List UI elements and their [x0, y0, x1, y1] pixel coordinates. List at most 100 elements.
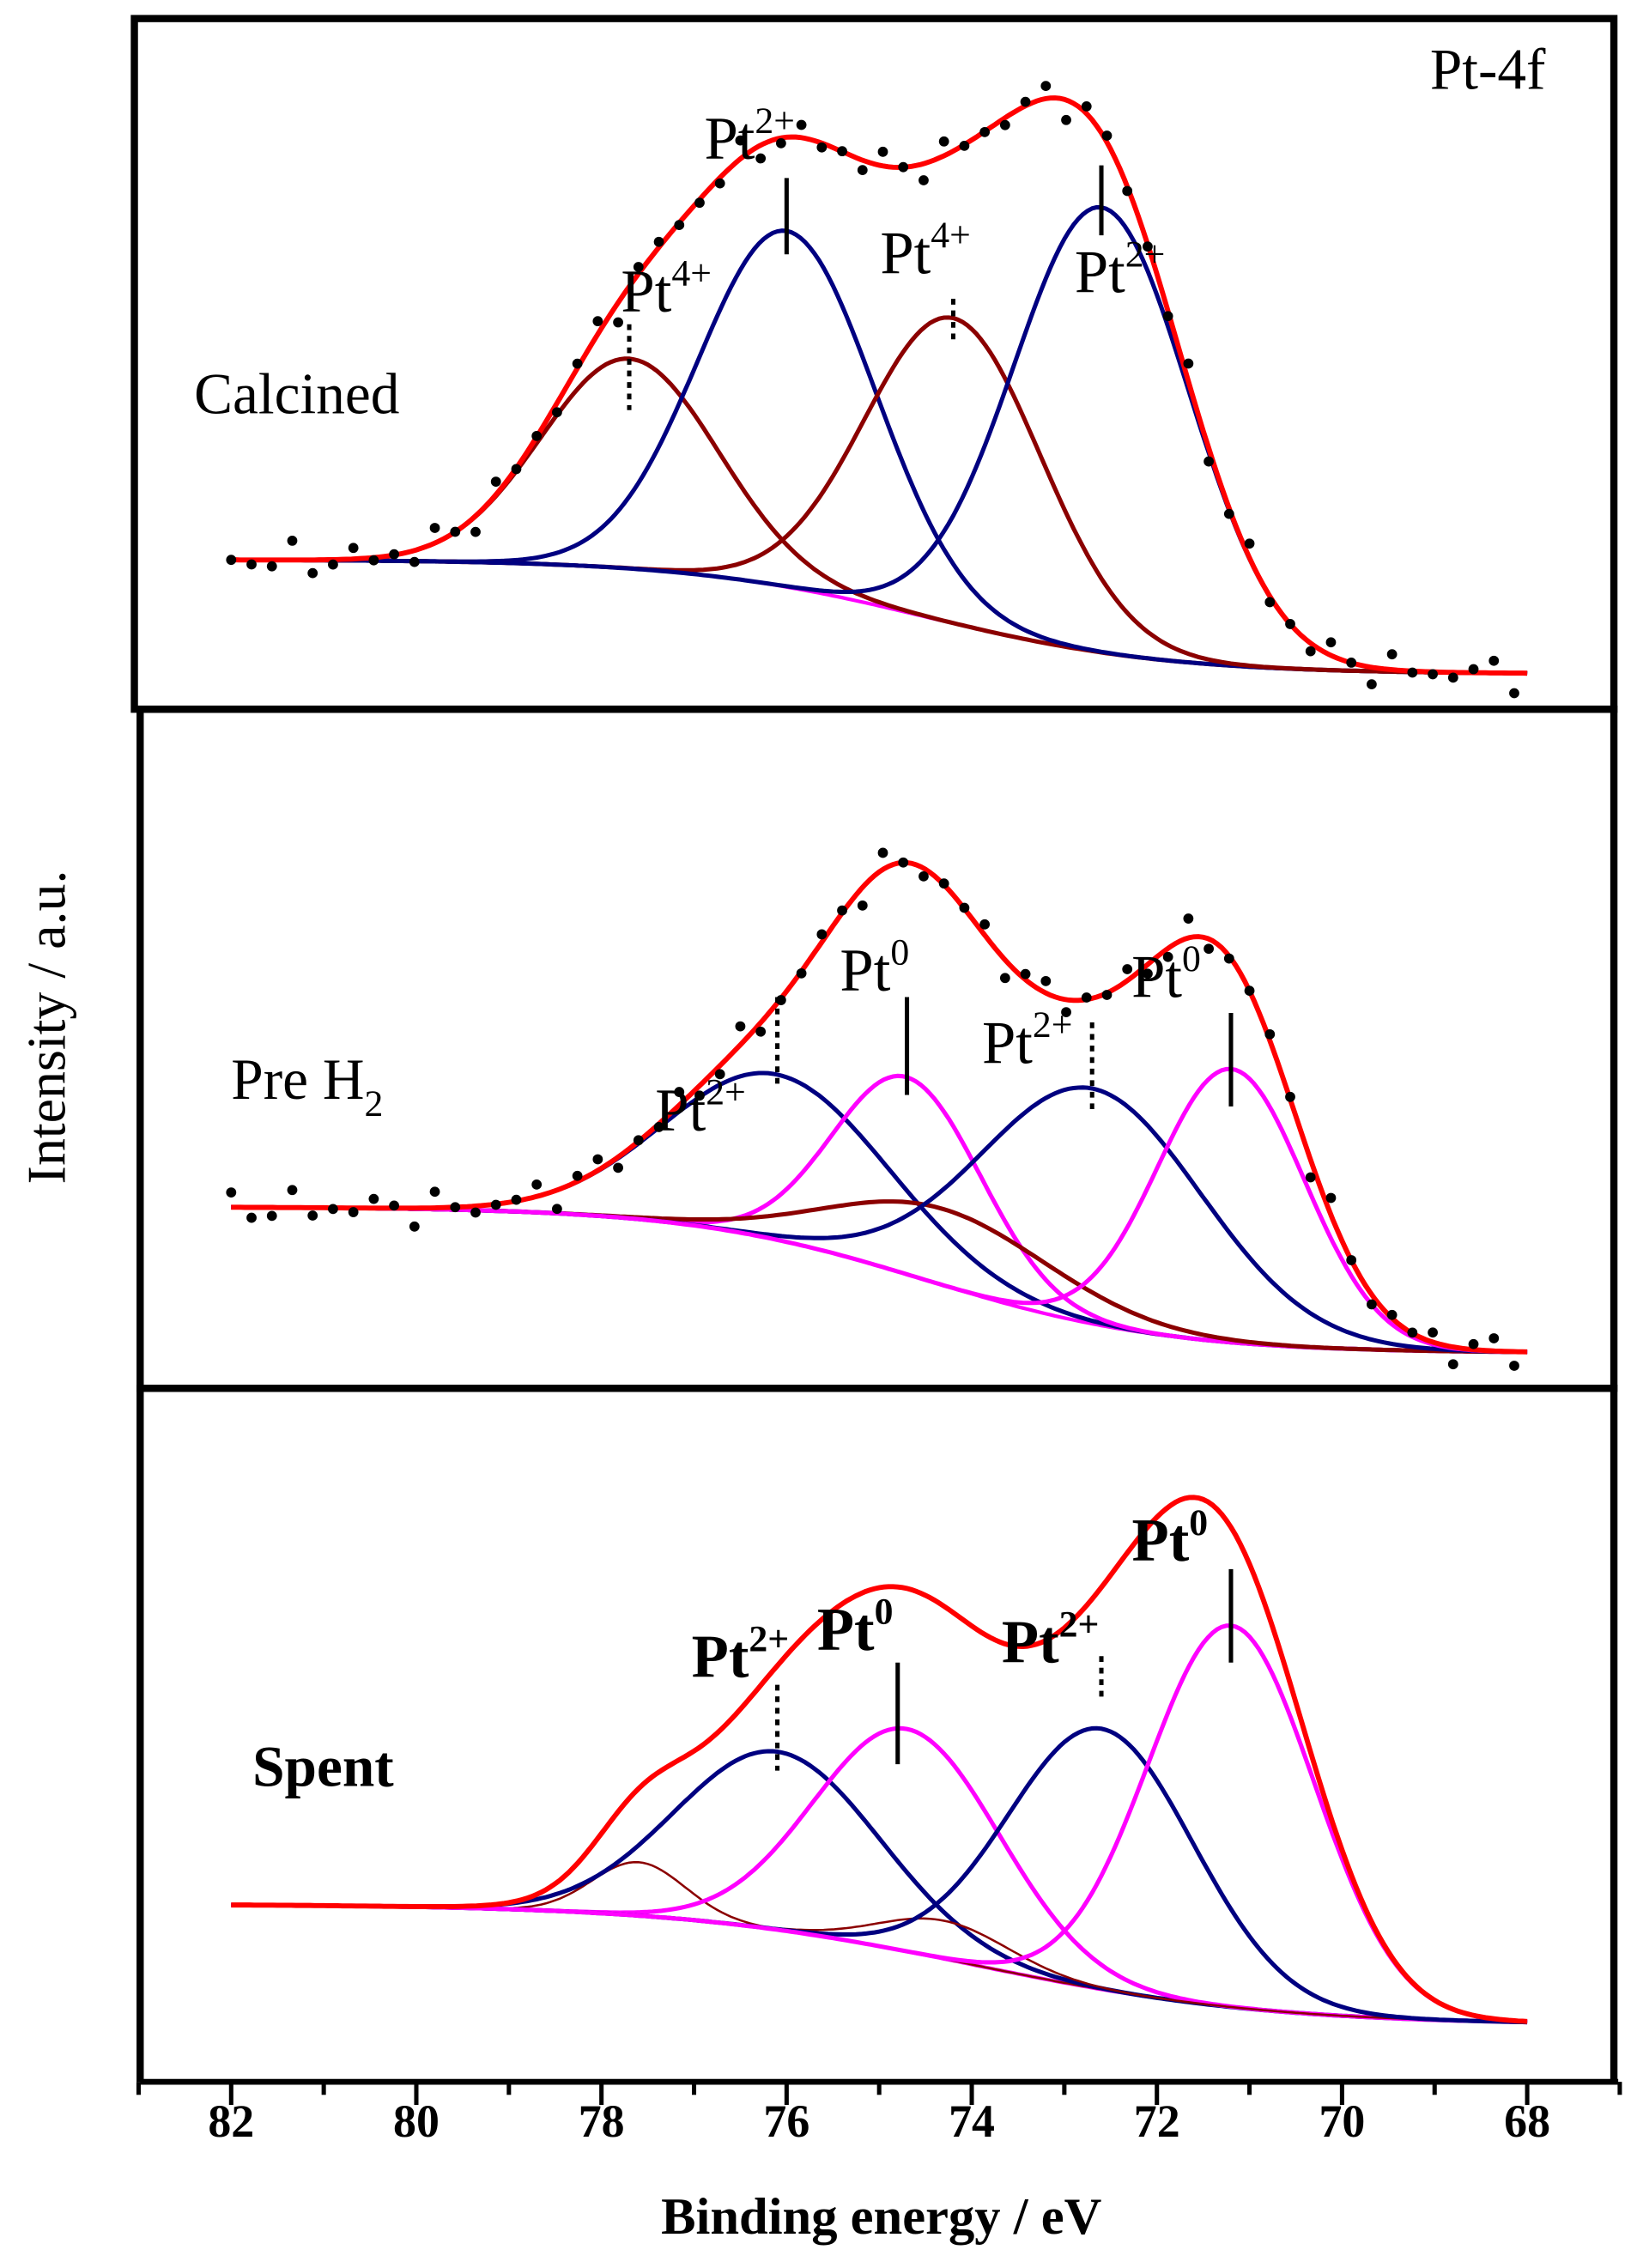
peak-label-oxidation-state: 2+ [1033, 1004, 1073, 1046]
experimental-point [1223, 508, 1234, 519]
peak-label: Pt2+ [704, 100, 795, 173]
component-peak-Pt2plus [231, 1725, 1528, 2025]
experimental-point [328, 559, 338, 570]
experimental-point [1285, 619, 1295, 629]
experimental-point [1101, 990, 1113, 1000]
peak-label-oxidation-state: 2+ [706, 1072, 746, 1113]
peak-label: Pt0 [840, 932, 909, 1004]
experimental-point [1407, 667, 1418, 678]
experimental-point [919, 175, 929, 185]
experimental-point [1447, 1359, 1458, 1370]
experimental-point [979, 126, 991, 137]
peak-label: Pt4+ [621, 253, 712, 325]
peak-label-base: Pt [817, 1597, 875, 1664]
experimental-point [674, 220, 685, 231]
experimental-point [1367, 1299, 1377, 1310]
envelope-fit-line [231, 95, 1528, 676]
experimental-point [1305, 1172, 1316, 1183]
experimental-point [348, 1207, 359, 1217]
experimental-point [755, 153, 767, 164]
experimental-point [1061, 114, 1071, 125]
peak-label-oxidation-state: 2+ [1125, 233, 1166, 275]
experimental-point [1122, 964, 1133, 974]
peak-label-oxidation-state: 2+ [755, 100, 795, 142]
experimental-point [1244, 985, 1255, 997]
envelope-fit-line [231, 1495, 1528, 2024]
panel-label-subscript: 2 [364, 1083, 383, 1125]
panel-label: Pt-4f [1430, 38, 1546, 102]
x-axis-label: Binding energy / eV [661, 2188, 1102, 2246]
experimental-point [857, 900, 868, 911]
experimental-point [1040, 975, 1052, 986]
experimental-point [572, 1170, 583, 1181]
panel-label: Spent [252, 1734, 394, 1798]
experimental-point [999, 119, 1010, 130]
experimental-point [328, 1204, 338, 1215]
experimental-point [307, 567, 318, 579]
experimental-point [796, 967, 807, 979]
panel-spent-frame [136, 1385, 1618, 2083]
x-tick-label: 78 [579, 2095, 625, 2147]
component-peak-Pt0 [231, 1725, 1528, 2025]
experimental-point [1244, 538, 1255, 549]
experimental-point [1122, 185, 1133, 197]
x-tick-label: 80 [393, 2095, 440, 2147]
experimental-point [572, 358, 583, 369]
component-peak-minor [231, 1861, 1528, 2023]
experimental-point [1061, 1007, 1071, 1017]
peak-label-base: Pt [704, 106, 755, 173]
experimental-point [368, 1193, 379, 1204]
experimental-point [552, 407, 562, 418]
experimental-point [266, 561, 277, 572]
component-peak-Pt2plus [231, 1070, 1528, 1355]
peak-label-oxidation-state: 0 [1189, 1502, 1208, 1543]
peak-label-base: Pt [982, 1010, 1033, 1076]
experimental-point [613, 1162, 623, 1173]
peak-label: Pt2+ [655, 1072, 746, 1144]
experimental-point [1040, 81, 1052, 92]
experimental-point [429, 1186, 440, 1198]
peak-label-base: Pt [1075, 240, 1125, 306]
peak-label-base: Pt [655, 1077, 706, 1144]
experimental-point [898, 857, 909, 868]
experimental-point [674, 1087, 685, 1097]
experimental-point [633, 1135, 644, 1146]
panel-frames [130, 15, 1618, 2083]
experimental-point [694, 197, 705, 209]
experimental-point [837, 905, 847, 916]
peak-label-base: Pt [692, 1624, 749, 1691]
peak-label-base: Pt [621, 258, 671, 325]
experimental-point [653, 1122, 664, 1132]
experimental-point [938, 878, 949, 889]
experimental-point [1428, 1327, 1438, 1338]
experimental-point [592, 316, 603, 327]
experimental-point [1143, 241, 1153, 252]
peak-label: Pt2+ [692, 1618, 790, 1690]
peak-label: Pt2+ [1075, 233, 1166, 306]
experimental-point [633, 262, 644, 272]
experimental-point [837, 146, 847, 157]
y-axis-label: Intensity / a.u. [16, 870, 77, 1185]
peak-label: Pt2+ [1002, 1604, 1100, 1676]
x-tick-label: 68 [1504, 2095, 1550, 2147]
peak-label-oxidation-state: 0 [1182, 938, 1201, 979]
experimental-point [1264, 597, 1276, 608]
peak-label-oxidation-state: 4+ [931, 215, 971, 256]
experimental-point [1143, 968, 1153, 979]
experimental-point [1407, 1327, 1418, 1338]
experimental-point [490, 476, 501, 487]
experimental-point [429, 523, 440, 533]
experimental-point [613, 317, 623, 328]
experimental-point [1386, 1309, 1398, 1320]
experimental-point [714, 178, 725, 189]
experimental-point [877, 146, 888, 157]
peak-label: Pt4+ [880, 215, 971, 287]
x-tick-label: 70 [1319, 2095, 1365, 2147]
experimental-point [1325, 637, 1337, 648]
experimental-point [246, 559, 257, 570]
experimental-point [816, 142, 828, 153]
experimental-point [226, 555, 237, 566]
